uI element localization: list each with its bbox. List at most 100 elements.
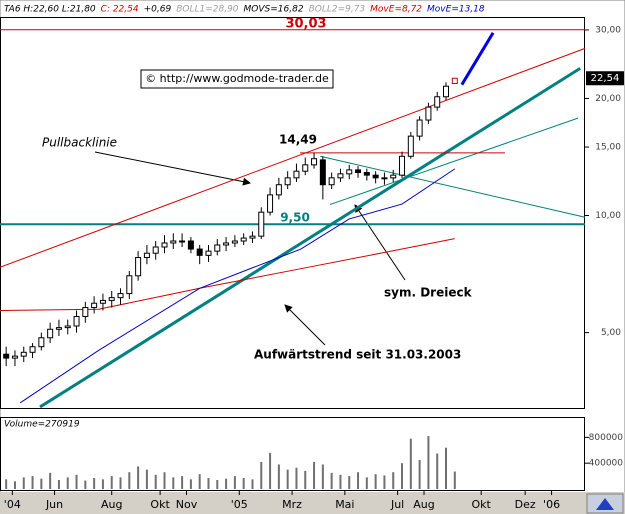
annotation: sym. Dreieck: [384, 286, 473, 300]
header-item: MovE=13,18: [427, 5, 485, 15]
candle-body: [223, 242, 230, 246]
y-tick-label: 400000: [589, 459, 624, 469]
candle-body: [20, 351, 27, 357]
candle-body: [231, 240, 238, 244]
candle-body: [275, 184, 282, 196]
x-tick-label: Mai: [335, 498, 354, 511]
candle-body: [363, 172, 370, 176]
arrow: [354, 204, 406, 281]
tool-icon: [596, 498, 614, 510]
volume-bar: [13, 481, 16, 489]
volume-bar: [313, 461, 316, 489]
x-tick-label: Okt: [150, 498, 170, 511]
volume-bar: [198, 474, 201, 489]
volume-bar: [418, 459, 421, 489]
candle-body: [91, 302, 98, 309]
volume-bar: [383, 475, 386, 489]
trendline: [320, 155, 586, 218]
volume-bar: [49, 472, 52, 489]
candle-body: [258, 211, 265, 237]
candle-body: [205, 250, 212, 256]
volume-bar: [365, 477, 368, 489]
volume-bar: [357, 472, 360, 489]
candle-body: [425, 106, 432, 121]
x-tick-label: Jun: [45, 498, 63, 511]
candle-body: [319, 159, 326, 186]
candle-body: [47, 328, 54, 339]
trendline-label: 30,03: [285, 17, 326, 32]
candle-body: [355, 169, 362, 174]
candle-body: [249, 235, 256, 239]
candle-body: [117, 293, 124, 299]
candle-body: [416, 119, 423, 137]
volume-bar: [251, 479, 254, 489]
volume-bar: [374, 474, 377, 489]
candle-body: [337, 173, 344, 179]
volume-bar: [172, 477, 175, 489]
volume-bar: [57, 479, 60, 489]
volume-bar: [137, 466, 140, 489]
header-item: BOLL2=9,73: [309, 5, 366, 15]
x-tick-label: Dez: [515, 498, 536, 511]
x-tick-label: Aug: [101, 498, 122, 511]
candle-body: [399, 155, 406, 176]
last-price-box: [586, 71, 624, 86]
volume-bar: [84, 480, 87, 489]
price-panel: [0, 17, 585, 409]
candle-body: [372, 174, 379, 179]
volume-bar: [225, 478, 228, 489]
volume-bar: [22, 477, 25, 489]
candle-body: [302, 164, 309, 172]
watermark: © http://www.godmode-trader.de: [145, 72, 329, 85]
volume-bar: [110, 476, 113, 489]
candle-body: [99, 299, 106, 304]
candle-body: [64, 325, 71, 329]
volume-bar: [304, 470, 307, 489]
x-axis-strip: [0, 492, 625, 514]
candle-body: [187, 240, 194, 250]
volume-bar: [75, 474, 78, 489]
header-item: MOVS=16,82: [244, 5, 304, 15]
trendline-label: 14,49: [279, 133, 317, 147]
candle-body: [196, 248, 203, 256]
volume-bar: [339, 474, 342, 489]
header-item: TA6 H:22,60 L:21,80: [4, 5, 96, 15]
arrow: [284, 304, 326, 346]
header-item: C: 22,54: [101, 5, 139, 15]
candle-body: [214, 244, 221, 252]
candle-body: [240, 237, 247, 242]
candle-body: [143, 252, 150, 258]
volume-bar: [260, 461, 263, 489]
volume-bar: [445, 447, 448, 489]
volume-bar: [277, 464, 280, 489]
volume-bar: [207, 478, 210, 489]
candle-body: [179, 240, 186, 243]
volume-bar: [163, 472, 166, 489]
annotation: Aufwärtstrend seit 31.03.2003: [254, 348, 461, 362]
trendline: [329, 117, 579, 206]
volume-bar: [401, 463, 404, 489]
volume-bar: [93, 478, 96, 489]
trendline: [0, 47, 586, 268]
candle-body: [284, 177, 291, 186]
candle-body: [434, 96, 441, 108]
x-tick-label: Jul: [390, 498, 404, 511]
x-tick-label: Okt: [472, 498, 492, 511]
last-price-label: 22,54: [591, 73, 620, 84]
candle-body: [161, 242, 168, 248]
y-tick-label: 10,00: [595, 211, 621, 221]
volume-bar: [5, 479, 8, 489]
candle-body: [267, 194, 274, 213]
candle-body: [328, 177, 335, 186]
candle-body: [346, 169, 353, 175]
volume-bar: [348, 476, 351, 489]
volume-bar: [242, 478, 245, 489]
moving-average: [0, 238, 455, 311]
x-tick-label: Aug: [413, 498, 434, 511]
y-tick-label: 5,00: [601, 328, 621, 338]
volume-bar: [330, 472, 333, 489]
volume-bar: [436, 453, 439, 489]
candle-body: [451, 77, 458, 85]
y-tick-label: 800000: [589, 433, 624, 443]
